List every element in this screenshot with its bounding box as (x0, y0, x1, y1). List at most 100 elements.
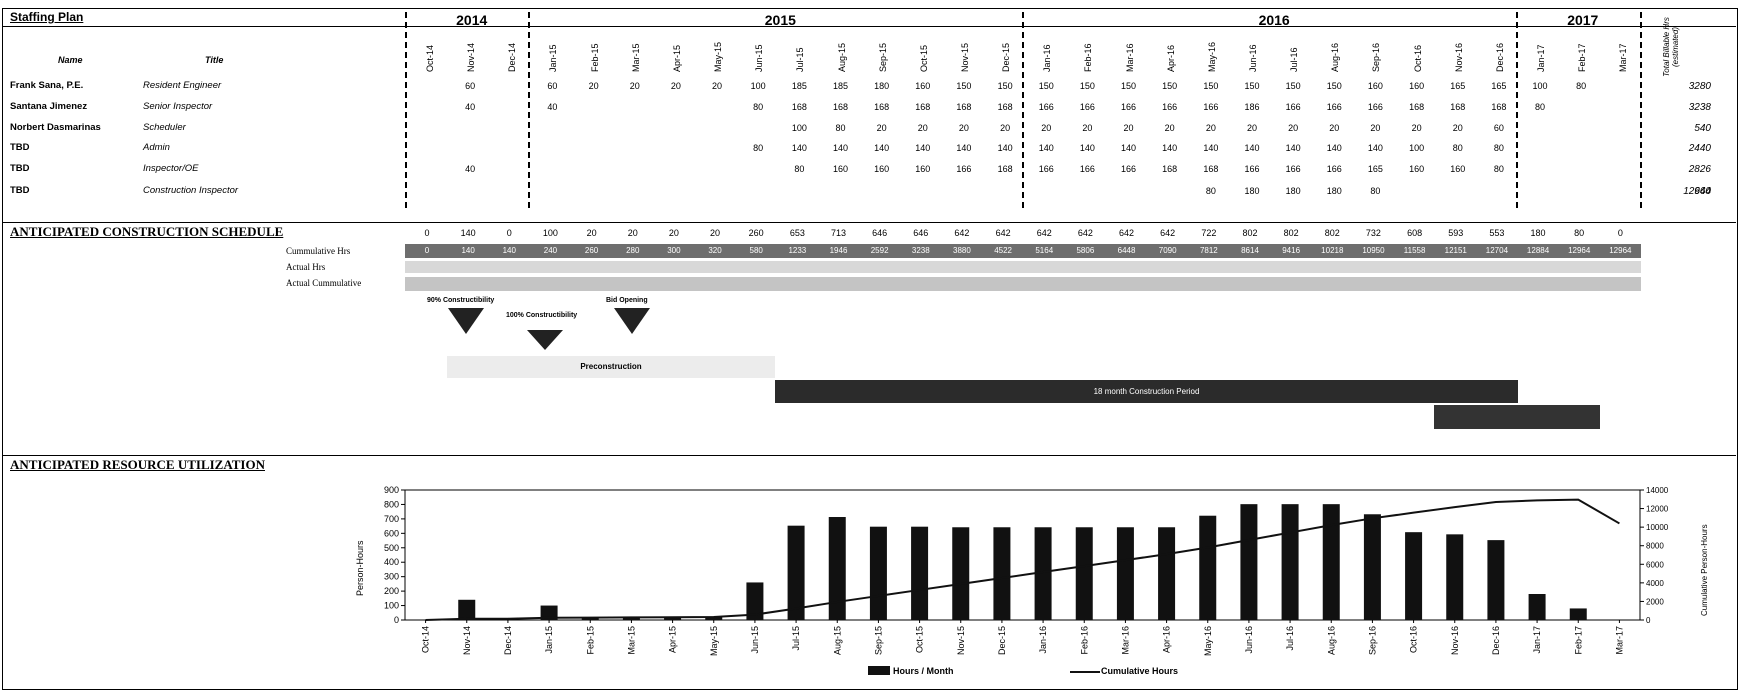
divider-2017-end (1640, 12, 1642, 208)
milestone-90-label: 90% Constructibility (427, 297, 495, 304)
x-tick-label: May-16 (1203, 626, 1213, 656)
hours-cell: 140 (1285, 143, 1301, 153)
hours-cell: 20 (1000, 123, 1011, 133)
milestone-90-marker (448, 308, 484, 334)
hours-cell: 160 (874, 164, 890, 174)
hours-cell: 166 (1285, 102, 1301, 112)
hours-cell: 168 (997, 164, 1013, 174)
y2-tick-label: 10000 (1646, 523, 1669, 532)
hours-cell: 166 (1162, 102, 1178, 112)
cumulative-cell: 10218 (1321, 246, 1344, 255)
x-tick-label: Jun-16 (1244, 626, 1254, 654)
hours-cell: 168 (791, 102, 807, 112)
person-title: Construction Inspector (143, 185, 239, 196)
hours-cell: 40 (465, 102, 476, 112)
cumulative-cell: 320 (708, 246, 722, 255)
hours-cell: 160 (1367, 81, 1383, 91)
preconstruction-label: Preconstruction (580, 362, 642, 371)
bar-hours-month (1405, 532, 1423, 620)
cumulative-cell: 8614 (1241, 246, 1259, 255)
x-tick-label: Dec-16 (1491, 626, 1501, 655)
hours-cell: 168 (915, 102, 931, 112)
hours-cell: 80 (753, 102, 764, 112)
schedule-rule (2, 222, 1736, 223)
person-name: Santana Jimenez (10, 101, 88, 112)
x-tick-label: Oct-15 (915, 626, 925, 653)
hours-cell: 20 (958, 123, 969, 133)
hours-cell: 168 (1491, 102, 1507, 112)
person-total: 2826 (1688, 164, 1711, 175)
bar-hours-month (1158, 527, 1176, 620)
bar-hours-month (705, 617, 723, 620)
closeout-bar (1434, 405, 1600, 429)
cumulative-cell: 7812 (1199, 246, 1218, 255)
hours-cell: 150 (1285, 81, 1301, 91)
preconstruction-bar: Preconstruction (447, 356, 775, 378)
hours-cell: 20 (712, 81, 723, 91)
x-tick-label: Oct-16 (1409, 626, 1419, 653)
bar-hours-month (869, 526, 887, 620)
cumulative-cell: 7090 (1158, 246, 1177, 255)
person-total: 3238 (1688, 102, 1711, 113)
hours-cell: 100 (750, 81, 766, 91)
hours-cell: 80 (753, 143, 764, 153)
cumulative-cell: 9416 (1282, 246, 1301, 255)
hours-cell: 80 (1205, 186, 1216, 196)
person-name: Norbert Dasmarinas (10, 122, 101, 133)
x-tick-label: Sep-16 (1367, 626, 1377, 655)
hours-cell: 140 (1079, 143, 1095, 153)
hours-cell: 150 (1079, 81, 1095, 91)
monthly-total-cell: 0 (1617, 228, 1623, 238)
hours-cell: 150 (1121, 81, 1137, 91)
monthly-total-cell: 608 (1407, 228, 1423, 238)
x-tick-label: Jul-16 (1285, 626, 1295, 651)
person-total: 3280 (1688, 81, 1711, 92)
hours-cell: 166 (1121, 164, 1137, 174)
hours-cell: 166 (1079, 102, 1095, 112)
hours-cell: 60 (547, 81, 558, 91)
x-tick-label: Jan-15 (544, 626, 554, 654)
year-2014: 2014 (456, 12, 488, 28)
hours-cell: 166 (1285, 164, 1301, 174)
monthly-total-cell: 732 (1365, 228, 1381, 238)
actual-cumulative-label: Actual Cummulative (286, 278, 362, 288)
cumulative-cell: 260 (584, 246, 599, 255)
milestone-bid-marker (614, 308, 650, 334)
cumulative-cell: 12151 (1444, 246, 1467, 255)
monthly-total-cell: 642 (1160, 228, 1176, 238)
monthly-total-cell: 553 (1489, 228, 1505, 238)
y2-axis-title: Cumulative Person-Hours (1700, 524, 1709, 616)
monthly-total-cell: 642 (1119, 228, 1135, 238)
monthly-total-cell: 722 (1201, 228, 1217, 238)
hours-cell: 168 (832, 102, 849, 112)
actual-cumulative-band (405, 277, 1641, 291)
hours-cell: 166 (1038, 164, 1054, 174)
cumulative-cell: 140 (502, 246, 516, 255)
x-tick-label: Nov-15 (956, 626, 966, 655)
bar-hours-month (993, 527, 1011, 620)
hours-cell: 150 (1244, 81, 1260, 91)
hours-cell: 140 (1121, 143, 1137, 153)
y-tick-label: 100 (384, 601, 399, 611)
x-tick-label: Nov-16 (1450, 626, 1460, 655)
hours-cell: 166 (1326, 164, 1342, 174)
hours-cell: 140 (1367, 143, 1383, 153)
milestone-100-label: 100% Constructibility (506, 312, 578, 319)
monthly-total-cell: 642 (995, 228, 1011, 238)
construction-period-bar: 18 month Construction Period (775, 380, 1518, 403)
hours-cell: 160 (1450, 164, 1466, 174)
hours-cell: 168 (874, 102, 890, 112)
hours-cell: 166 (1203, 102, 1219, 112)
hours-cell: 20 (1123, 123, 1134, 133)
actual-hrs-band (405, 261, 1641, 273)
x-tick-label: Feb-16 (1079, 626, 1089, 655)
title-header: Title (205, 55, 224, 65)
monthly-total-cell: 642 (954, 228, 970, 238)
x-tick-label: Mar-15 (626, 626, 636, 655)
divider-2014-start (405, 12, 407, 208)
hours-cell: 166 (1121, 102, 1137, 112)
monthly-total-cell: 20 (668, 228, 679, 238)
x-tick-label: Sep-15 (873, 626, 883, 655)
y-tick-label: 0 (394, 615, 399, 625)
